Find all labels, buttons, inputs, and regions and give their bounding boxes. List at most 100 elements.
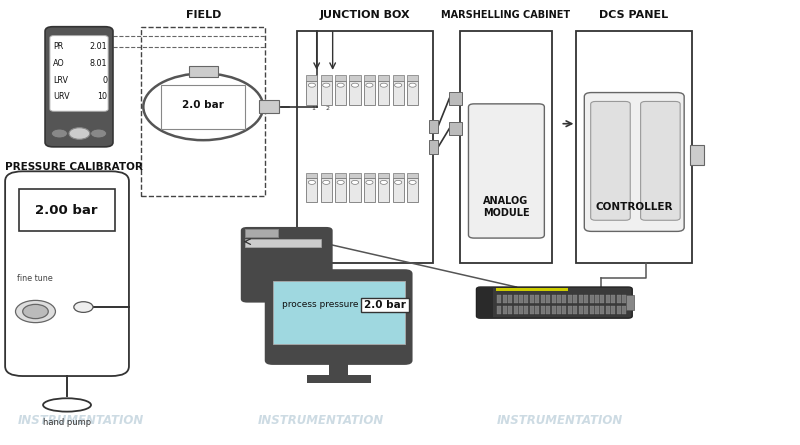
Bar <box>350 81 361 105</box>
Bar <box>429 120 438 133</box>
Circle shape <box>351 180 358 184</box>
Bar <box>393 173 404 178</box>
Bar <box>393 75 404 81</box>
Bar <box>321 75 332 81</box>
Bar <box>498 295 502 303</box>
Bar <box>502 306 506 314</box>
Circle shape <box>90 129 106 138</box>
FancyBboxPatch shape <box>469 104 544 238</box>
Bar <box>557 306 561 314</box>
Text: CONTROLLER: CONTROLLER <box>595 202 673 212</box>
Text: URV: URV <box>53 92 70 101</box>
Bar <box>407 173 418 178</box>
Bar <box>364 81 375 105</box>
Bar <box>519 295 523 303</box>
Ellipse shape <box>43 398 91 412</box>
Bar <box>364 173 375 178</box>
Bar <box>378 173 390 178</box>
Text: INSTRUMENTATION: INSTRUMENTATION <box>18 414 144 427</box>
Circle shape <box>394 83 402 87</box>
Circle shape <box>351 83 358 87</box>
Circle shape <box>337 83 344 87</box>
Bar <box>450 92 462 105</box>
Bar <box>335 75 346 81</box>
Bar <box>350 75 361 81</box>
Circle shape <box>74 302 93 312</box>
Bar <box>611 306 615 314</box>
FancyBboxPatch shape <box>241 227 333 303</box>
Text: PR: PR <box>53 42 63 51</box>
Text: hand pump: hand pump <box>43 418 91 427</box>
Bar <box>478 287 494 318</box>
Bar <box>378 81 390 105</box>
Bar <box>378 75 390 81</box>
Bar <box>189 66 218 77</box>
Bar <box>578 295 582 303</box>
Bar <box>271 276 406 347</box>
Bar <box>519 306 523 314</box>
Bar <box>364 178 375 202</box>
Bar <box>546 306 550 314</box>
Circle shape <box>366 180 373 184</box>
Text: INSTRUMENTATION: INSTRUMENTATION <box>498 414 623 427</box>
Bar <box>562 306 566 314</box>
Bar <box>551 306 555 314</box>
Bar <box>364 75 375 81</box>
Bar <box>551 295 555 303</box>
Bar <box>611 295 615 303</box>
Bar <box>378 178 390 202</box>
Text: 2.0 bar: 2.0 bar <box>182 100 224 109</box>
Bar <box>502 295 506 303</box>
Bar <box>508 306 512 314</box>
Text: MARSHELLING CABINET: MARSHELLING CABINET <box>442 10 570 20</box>
Bar <box>524 306 528 314</box>
Bar <box>18 189 114 231</box>
Text: 10: 10 <box>98 92 107 101</box>
Bar <box>429 141 438 154</box>
Text: 8.01: 8.01 <box>90 59 107 68</box>
Bar <box>335 178 346 202</box>
Bar <box>321 178 332 202</box>
Bar <box>321 173 332 178</box>
Bar <box>407 81 418 105</box>
Circle shape <box>308 83 315 87</box>
Text: PRESSURE CALIBRATOR: PRESSURE CALIBRATOR <box>5 162 143 172</box>
Bar <box>514 306 518 314</box>
Bar <box>450 122 462 135</box>
Circle shape <box>15 300 55 323</box>
Bar <box>622 295 626 303</box>
Text: LRV: LRV <box>53 76 68 85</box>
Bar <box>626 295 634 311</box>
Bar <box>361 298 409 312</box>
FancyBboxPatch shape <box>590 101 630 220</box>
Bar <box>606 295 610 303</box>
Bar <box>350 173 361 178</box>
Circle shape <box>380 180 387 184</box>
Bar <box>595 295 599 303</box>
Bar <box>508 295 512 303</box>
Bar <box>461 31 552 263</box>
Bar <box>622 306 626 314</box>
Bar <box>606 306 610 314</box>
FancyBboxPatch shape <box>50 36 108 111</box>
Bar <box>595 306 599 314</box>
FancyBboxPatch shape <box>265 269 413 365</box>
Bar <box>335 81 346 105</box>
Bar <box>584 295 588 303</box>
Text: 2.01: 2.01 <box>90 42 107 51</box>
Bar <box>568 306 572 314</box>
Text: 2: 2 <box>326 106 330 111</box>
Text: 1: 1 <box>311 106 315 111</box>
FancyBboxPatch shape <box>5 171 129 376</box>
Bar <box>245 229 278 237</box>
Text: 0: 0 <box>102 76 107 85</box>
Bar <box>393 178 404 202</box>
Circle shape <box>322 180 330 184</box>
Bar <box>690 146 704 166</box>
Text: process pressure: process pressure <box>282 300 359 309</box>
Bar <box>306 75 318 81</box>
Bar <box>562 295 566 303</box>
Circle shape <box>22 304 48 319</box>
FancyBboxPatch shape <box>477 287 632 318</box>
Circle shape <box>380 83 387 87</box>
